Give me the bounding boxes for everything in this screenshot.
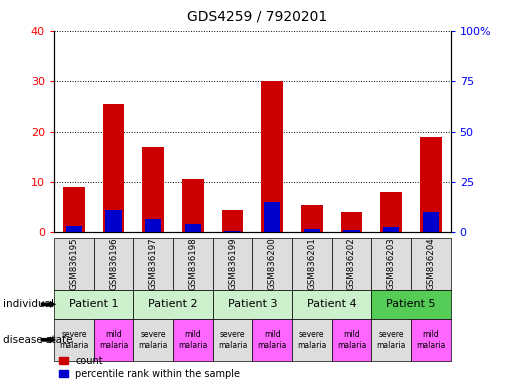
Text: severe
malaria: severe malaria [218, 330, 247, 349]
Bar [182, 179, 204, 232]
Text: disease state: disease state [3, 335, 72, 345]
Text: GDS4259 / 7920201: GDS4259 / 7920201 [187, 10, 328, 23]
Text: mild
malaria: mild malaria [416, 330, 445, 349]
Text: individual: individual [3, 299, 54, 310]
Text: Patient 1: Patient 1 [69, 299, 118, 310]
Bar [304, 229, 320, 232]
Text: GSM836195: GSM836195 [70, 238, 78, 290]
Bar [145, 219, 161, 232]
Bar [63, 187, 85, 232]
Text: GSM836202: GSM836202 [347, 238, 356, 290]
Bar [66, 226, 82, 232]
Text: GSM836200: GSM836200 [268, 238, 277, 290]
Text: mild
malaria: mild malaria [178, 330, 208, 349]
Text: severe
malaria: severe malaria [297, 330, 327, 349]
Bar [301, 205, 323, 232]
Legend: count, percentile rank within the sample: count, percentile rank within the sample [59, 356, 241, 379]
Text: Patient 2: Patient 2 [148, 299, 198, 310]
Text: mild
malaria: mild malaria [337, 330, 366, 349]
Bar [102, 104, 125, 232]
Text: severe
malaria: severe malaria [59, 330, 89, 349]
Bar [221, 210, 244, 232]
Bar [261, 81, 283, 232]
Bar [380, 192, 402, 232]
Text: mild
malaria: mild malaria [258, 330, 287, 349]
Bar [420, 137, 442, 232]
Text: GSM836203: GSM836203 [387, 238, 396, 290]
Text: GSM836196: GSM836196 [109, 238, 118, 290]
Bar [142, 147, 164, 232]
Bar [185, 224, 201, 232]
Text: mild
malaria: mild malaria [99, 330, 128, 349]
Text: Patient 3: Patient 3 [228, 299, 277, 310]
Text: GSM836204: GSM836204 [426, 238, 435, 290]
Text: severe
malaria: severe malaria [139, 330, 168, 349]
Bar [383, 227, 399, 232]
Bar [423, 212, 439, 232]
Bar [340, 212, 363, 232]
Text: GSM836198: GSM836198 [188, 238, 197, 290]
Bar [344, 230, 359, 232]
Text: Patient 4: Patient 4 [307, 299, 356, 310]
Bar [225, 231, 241, 232]
Bar [264, 202, 280, 232]
Text: Patient 5: Patient 5 [386, 299, 436, 310]
Bar [106, 210, 122, 232]
Text: GSM836199: GSM836199 [228, 238, 237, 290]
Text: GSM836201: GSM836201 [307, 238, 316, 290]
Text: severe
malaria: severe malaria [376, 330, 406, 349]
Text: GSM836197: GSM836197 [149, 238, 158, 290]
